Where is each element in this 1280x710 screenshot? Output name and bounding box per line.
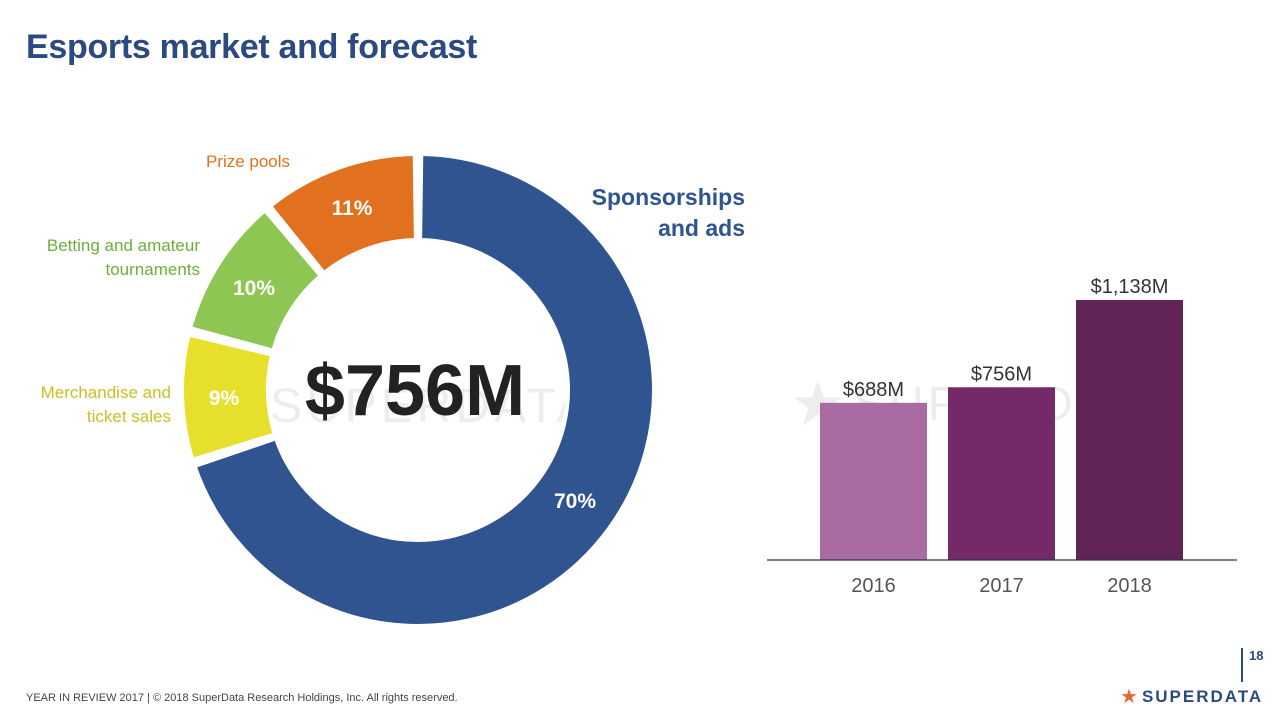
donut-slice: [180, 332, 278, 463]
donut-value-label: 10%: [233, 277, 275, 300]
brand-text: SUPERDATA: [1141, 686, 1264, 706]
page-number: 18: [1241, 648, 1263, 682]
donut-center-label: $756M: [305, 351, 525, 431]
donut-chart: 70% Sponsorships and ads 9% Merchandise and t…: [41, 151, 745, 628]
bar-value-label: $756M: [971, 363, 1032, 385]
star-icon: ★: [1120, 686, 1140, 708]
bar-chart: $688M 2016 $756M 2017 $1,138M 2018: [820, 276, 1183, 597]
bar-value-label: $688M: [843, 379, 904, 401]
donut-value-label: 70%: [554, 490, 596, 513]
donut-category-label: Prize pools: [206, 152, 290, 171]
bar-value-label: $1,138M: [1091, 276, 1169, 298]
watermark-left-text: SUPERDATA: [270, 380, 592, 433]
x-tick-label: 2018: [1107, 575, 1152, 597]
donut-slice: [192, 151, 656, 628]
donut-value-label: 11%: [332, 197, 373, 220]
donut-category-label: Sponsorships and ads: [592, 184, 745, 241]
bar: [820, 402, 927, 560]
donut-slice: [267, 151, 418, 276]
x-tick-label: 2016: [851, 575, 896, 597]
brand-logo: ★ SUPERDATA: [1120, 684, 1263, 709]
bar: [948, 387, 1055, 560]
footer-text: YEAR IN REVIEW 2017 | © 2018 SuperData R…: [26, 692, 458, 704]
donut-value-label: 9%: [209, 387, 240, 410]
page-title: Esports market and forecast: [26, 28, 478, 66]
x-tick-label: 2017: [979, 575, 1024, 597]
donut-slice: [187, 207, 324, 354]
bar: [1076, 300, 1183, 560]
donut-category-label: Merchandise and ticket sales: [41, 383, 171, 426]
donut-category-label: Betting and amateur tournaments: [47, 236, 200, 279]
